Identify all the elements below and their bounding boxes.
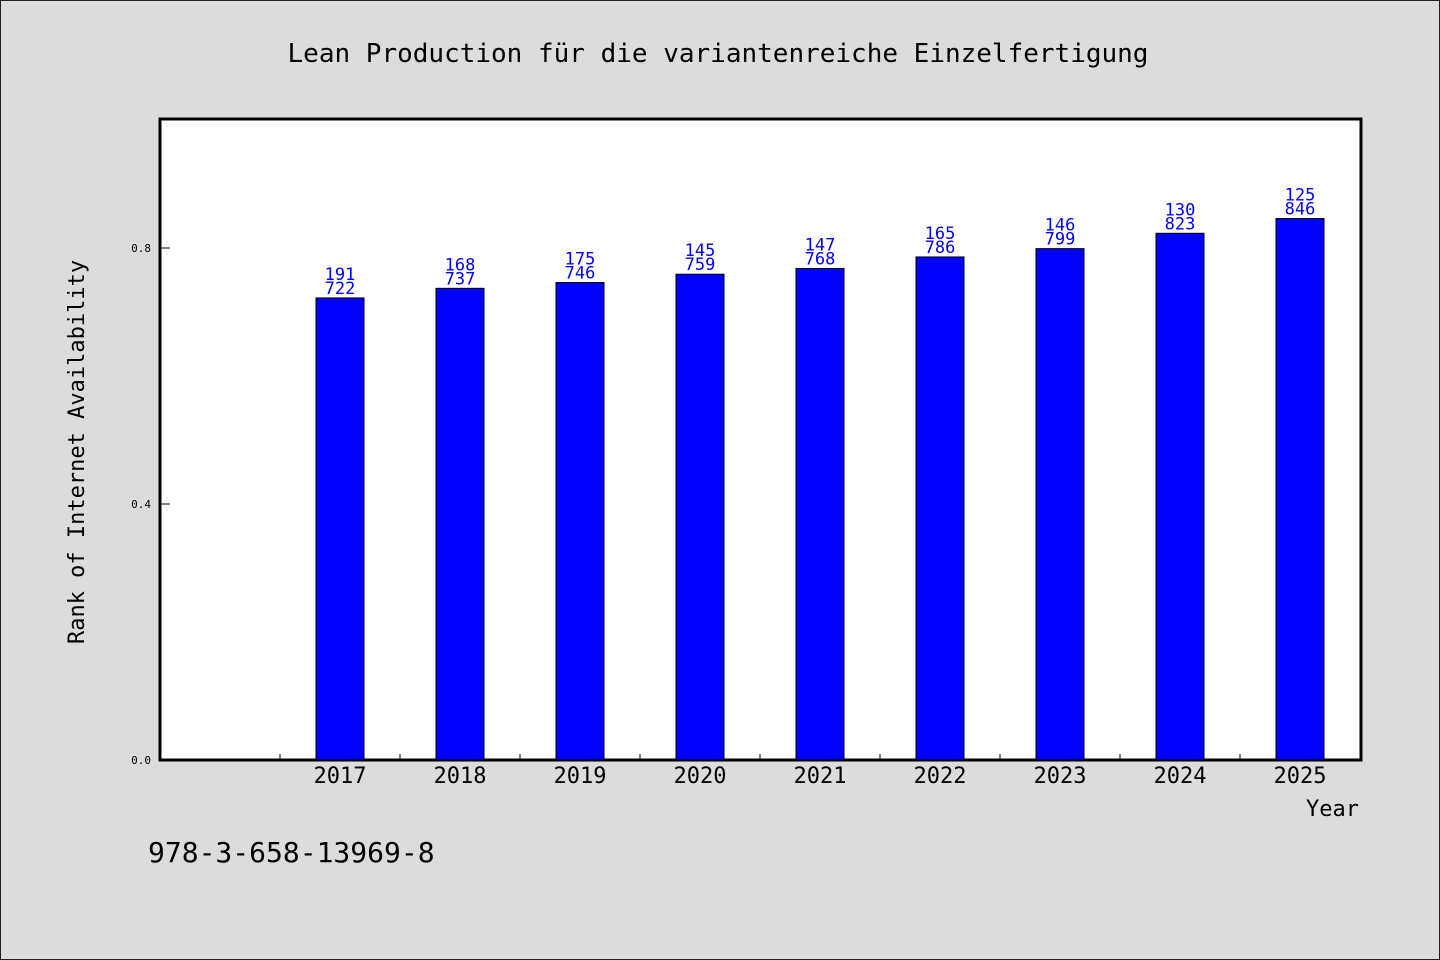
data-label: 768 — [805, 249, 836, 269]
x-tick-label: 2025 — [1274, 764, 1327, 789]
bar-2021 — [795, 267, 845, 761]
x-tick-label: 2021 — [794, 764, 847, 789]
chart-title: Lean Production für die variantenreiche … — [288, 39, 1149, 69]
x-tick-label: 2022 — [914, 764, 967, 789]
data-label: 759 — [685, 255, 716, 275]
bar-2018 — [435, 287, 485, 761]
x-axis: 2017 2018 2019 2020 2021 2022 2023 2024 2025 — [279, 754, 1361, 789]
isbn-label: 978-3-658-13969-8 — [148, 836, 435, 869]
bar-2023 — [1035, 248, 1085, 761]
y-tick-label: 0.4 — [131, 498, 151, 511]
x-tick-label: 2024 — [1154, 764, 1207, 789]
data-label: 130 — [1165, 200, 1196, 220]
x-tick-label: 2020 — [674, 764, 727, 789]
x-tick-label: 2018 — [434, 764, 487, 789]
data-label: 191 — [325, 265, 356, 285]
bar-2025 — [1275, 218, 1325, 761]
y-tick-label: 0.0 — [131, 754, 151, 767]
data-label: 823 — [1165, 214, 1196, 234]
y-axis-label: Rank of Internet Availability — [65, 260, 90, 644]
y-tick-label: 0.8 — [131, 242, 151, 255]
bar-2017 — [315, 297, 365, 761]
data-label: 145 — [685, 241, 716, 261]
bar-2020 — [675, 273, 725, 761]
x-tick-label: 2023 — [1034, 764, 1087, 789]
x-tick-label: 2019 — [554, 764, 607, 789]
data-label: 722 — [325, 279, 356, 299]
data-label: 146 — [1045, 216, 1076, 236]
x-axis-label: Year — [1306, 797, 1359, 822]
data-label: 125 — [1285, 186, 1316, 206]
data-label: 786 — [925, 238, 956, 258]
data-label: 175 — [565, 250, 596, 270]
data-label: 799 — [1045, 230, 1076, 250]
data-label: 165 — [925, 224, 956, 244]
bar-2024 — [1155, 232, 1205, 761]
data-label: 147 — [805, 235, 836, 255]
data-label: 746 — [565, 264, 596, 284]
data-label: 737 — [445, 269, 476, 289]
bar-2022 — [915, 256, 965, 761]
data-label: 168 — [445, 255, 476, 275]
bar-2019 — [555, 282, 605, 761]
y-axis: 0.0 0.4 0.8 — [131, 242, 170, 767]
x-tick-label: 2017 — [314, 764, 367, 789]
data-label: 846 — [1285, 200, 1316, 220]
